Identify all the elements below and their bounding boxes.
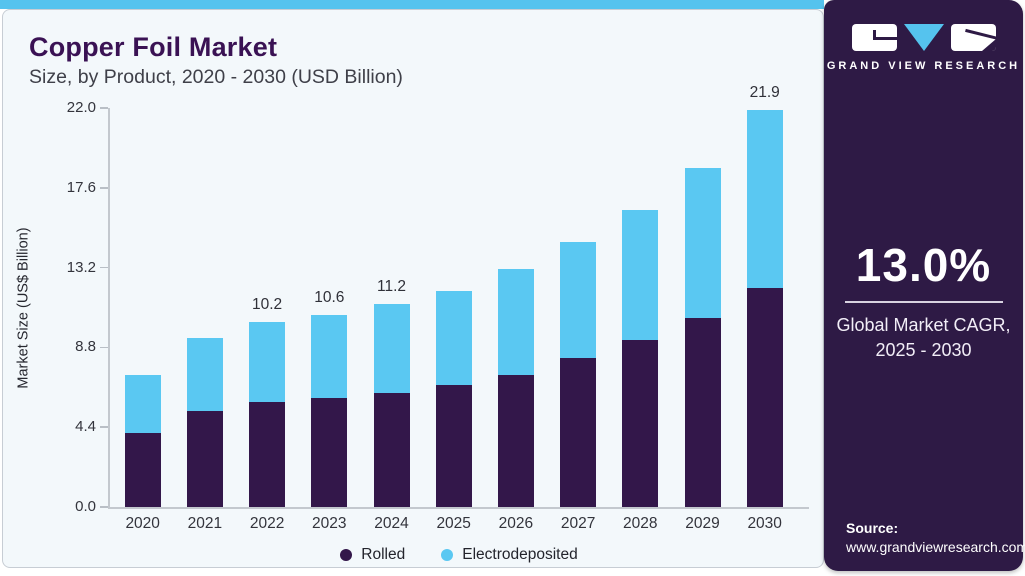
y-axis-tick-label: 4.4 [75,418,96,436]
bar-total-label-2030: 21.9 [749,83,780,101]
bar-2029-electrodeposited [684,167,721,319]
cagr-label-line1: Global Market CAGR, [836,315,1011,335]
bar-2021-electrodeposited [186,338,223,411]
bar-2027-electrodeposited [560,242,597,359]
y-axis-tick [100,266,108,269]
source-url: www.grandviewresearch.com [846,539,1025,555]
brand-name: GRAND VIEW RESEARCH [826,60,1021,72]
bar-2025-electrodeposited [435,291,472,386]
bar-2027-rolled [560,358,597,507]
x-axis-label-2029: 2029 [685,515,720,532]
y-axis-tick [100,187,108,189]
logo-letter-v-icon [903,24,944,51]
y-axis-tick [100,107,108,109]
bar-2022-rolled [249,401,286,507]
bar-2029-rolled [684,318,721,507]
bar-2023-rolled [311,398,348,507]
bar-2023-electrodeposited [311,314,348,399]
legend-item-electrodeposited: Electrodeposited [441,546,578,564]
x-axis-label-2021: 2021 [187,515,223,532]
y-axis-tick-label: 22.0 [66,99,96,116]
chart-legend: Rolled Electrodeposited [109,546,809,564]
bar-total-label-2023: 10.6 [314,288,345,306]
x-axis-label-2027: 2027 [560,515,596,532]
x-axis-label-2026: 2026 [498,515,534,532]
bar-2028-rolled [622,340,659,507]
x-axis-line [108,507,809,509]
legend-item-rolled: Rolled [340,546,405,564]
brand-sidebar: GRAND VIEW RESEARCH 13.0% Global Market … [824,0,1025,571]
chart-subtitle: Size, by Product, 2020 - 2030 (USD Billi… [29,66,403,88]
y-axis-tick [100,346,108,349]
cagr-block: 13.0% Global Market CAGR, 2025 - 2030 [824,238,1023,363]
chart-title: Copper Foil Market [29,32,278,62]
chart-panel: Copper Foil Market Size, by Product, 202… [2,9,824,568]
cagr-label-line2: 2025 - 2030 [875,340,972,361]
x-axis-label-2022: 2022 [249,515,285,532]
x-axis-label-2020: 2020 [125,515,160,532]
y-axis-tick-label: 0.0 [75,498,96,515]
bar-2021-rolled [186,410,223,507]
x-axis-label-2024: 2024 [374,515,409,532]
bar-2022-electrodeposited [249,322,286,402]
bar-2026-rolled [497,374,534,507]
bar-2028-electrodeposited [622,209,659,341]
top-accent-strip [0,0,824,9]
cagr-value: 13.0% [855,239,992,291]
source-label: Source: [846,520,899,536]
bar-2030-electrodeposited [746,109,783,288]
bar-2020-electrodeposited [124,374,161,433]
bar-2025-rolled [435,385,472,507]
legend-dot-icon [340,549,353,561]
logo-letter-r-icon [950,24,996,51]
bar-2024-electrodeposited [373,303,410,393]
bar-total-label-2022: 10.2 [252,296,283,313]
y-axis-tick [100,426,108,428]
source-block: Source: www.grandviewresearch.com [846,520,1025,555]
y-axis-tick [100,506,108,508]
x-axis-label-2023: 2023 [312,515,347,532]
logo-letter-g-icon [851,24,897,51]
bar-2024-rolled [373,392,410,507]
bar-total-label-2024: 11.2 [376,277,407,295]
y-axis-tick-label: 13.2 [66,258,96,276]
y-axis-line [108,108,110,508]
x-axis-label-2025: 2025 [436,515,471,532]
legend-label: Electrodeposited [462,546,578,563]
legend-label: Rolled [361,546,406,563]
y-axis-tick-label: 8.8 [75,338,96,356]
y-axis-tick-label: 17.6 [66,178,96,196]
bar-2020-rolled [124,432,161,507]
y-axis-title: Market Size (US$ Billion) [16,227,33,389]
gvr-logo-icon [824,24,1023,51]
legend-dot-icon [441,549,454,561]
bar-2026-electrodeposited [497,269,534,375]
bar-2030-rolled [746,287,783,507]
cagr-divider [844,301,1003,303]
x-axis-label-2028: 2028 [623,515,658,532]
x-axis-label-2030: 2030 [747,515,782,532]
